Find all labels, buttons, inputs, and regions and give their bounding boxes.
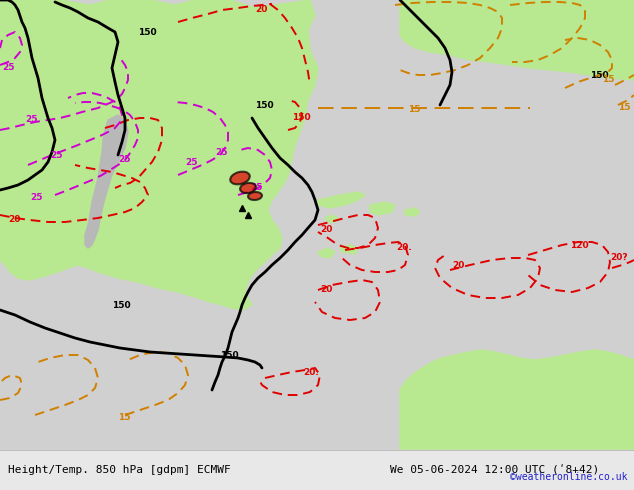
Text: 150: 150 [138,28,157,37]
Text: 25: 25 [118,155,131,164]
Text: 15: 15 [118,413,131,422]
Polygon shape [400,350,634,490]
Text: 150: 150 [112,301,131,310]
Text: 150: 150 [255,101,274,110]
Text: 20: 20 [320,225,332,234]
Ellipse shape [240,183,256,193]
Text: ©weatheronline.co.uk: ©weatheronline.co.uk [510,472,628,482]
Text: 25: 25 [2,63,15,72]
Text: 20: 20 [255,5,268,14]
Text: 15: 15 [602,75,614,84]
Text: 150: 150 [590,71,609,80]
Text: 150: 150 [220,351,238,360]
Polygon shape [318,248,335,258]
Polygon shape [0,0,318,310]
Text: 25: 25 [50,151,63,160]
Text: 20.: 20. [396,243,411,252]
Text: 25: 25 [185,158,198,167]
Polygon shape [340,245,358,254]
Polygon shape [318,192,365,208]
Text: 20: 20 [8,215,20,224]
Ellipse shape [230,172,250,184]
Text: 15: 15 [618,103,630,112]
Text: 20?: 20? [610,253,628,262]
Text: We 05-06-2024 12:00 UTC (ʹ8+42): We 05-06-2024 12:00 UTC (ʹ8+42) [390,465,599,475]
Text: 25: 25 [25,115,37,124]
Ellipse shape [248,192,262,200]
Text: 25: 25 [30,193,42,202]
Polygon shape [85,115,128,248]
Text: 15: 15 [408,105,420,114]
Polygon shape [325,215,338,222]
Text: Height/Temp. 850 hPa [gdpm] ECMWF: Height/Temp. 850 hPa [gdpm] ECMWF [8,465,231,475]
Polygon shape [400,0,634,80]
Text: 20.: 20. [303,368,319,377]
Text: 20: 20 [320,285,332,294]
Polygon shape [405,208,420,216]
Text: 120: 120 [570,241,588,250]
Text: 25: 25 [250,183,262,192]
Text: 20: 20 [452,261,464,270]
Text: 25: 25 [215,148,228,157]
Polygon shape [370,202,395,215]
Text: 150: 150 [292,113,311,122]
